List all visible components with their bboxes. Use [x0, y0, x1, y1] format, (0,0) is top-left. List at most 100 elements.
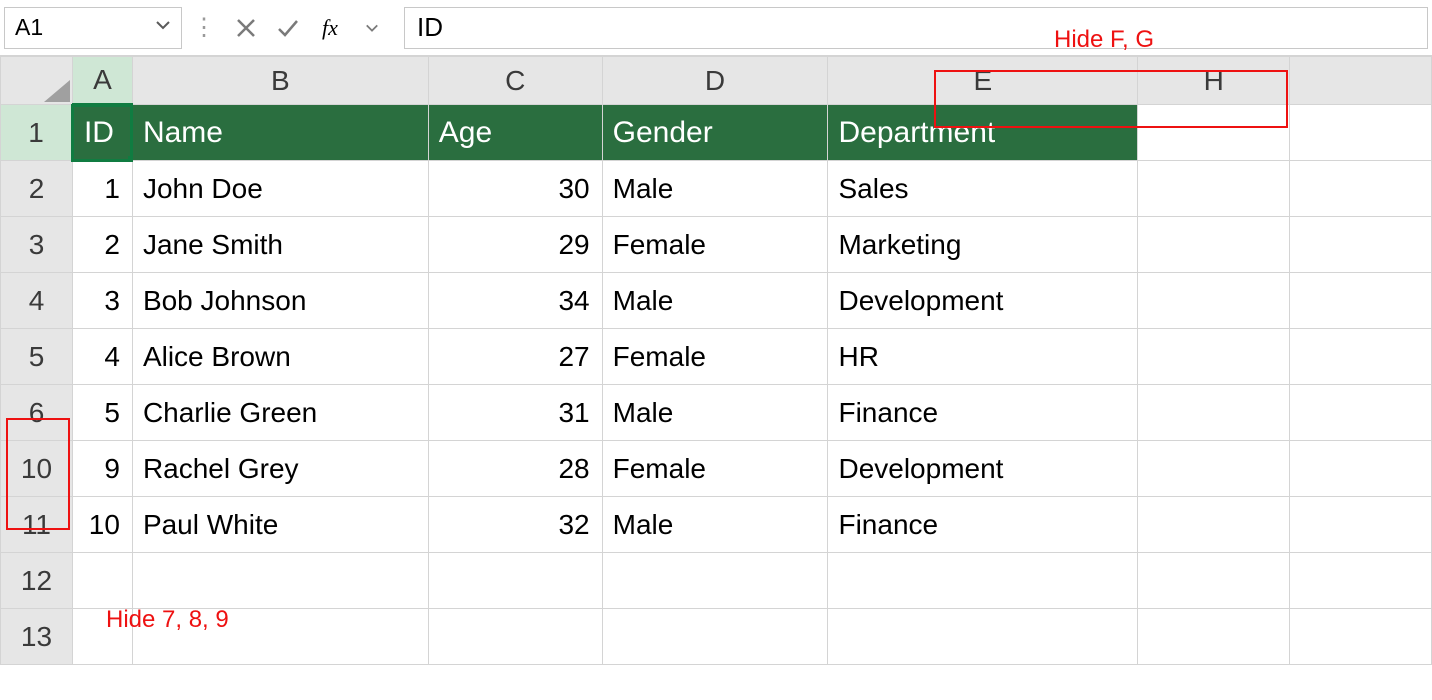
- cell[interactable]: [1138, 441, 1290, 497]
- cell[interactable]: 31: [428, 385, 602, 441]
- cell[interactable]: [72, 553, 132, 609]
- enter-icon[interactable]: [274, 14, 302, 42]
- cell[interactable]: 27: [428, 329, 602, 385]
- cell[interactable]: [1290, 497, 1432, 553]
- cell[interactable]: 10: [72, 497, 132, 553]
- cell[interactable]: Sales: [828, 161, 1138, 217]
- cell[interactable]: 29: [428, 217, 602, 273]
- cell[interactable]: HR: [828, 329, 1138, 385]
- col-header-D[interactable]: D: [602, 57, 828, 105]
- row-header-12[interactable]: 12: [1, 553, 73, 609]
- table-row: 11 10 Paul White 32 Male Finance: [1, 497, 1432, 553]
- cell[interactable]: [1290, 385, 1432, 441]
- cell[interactable]: 9: [72, 441, 132, 497]
- annotation-hide-cols: Hide F, G: [1054, 26, 1154, 54]
- cell[interactable]: [1290, 441, 1432, 497]
- cell[interactable]: [1138, 217, 1290, 273]
- cell[interactable]: 30: [428, 161, 602, 217]
- cell[interactable]: Finance: [828, 497, 1138, 553]
- formula-bar: A1 ⋮ fx ID: [0, 0, 1432, 56]
- cell-A1[interactable]: ID: [72, 105, 132, 161]
- cell[interactable]: [1138, 497, 1290, 553]
- row-header-1[interactable]: 1: [1, 105, 73, 161]
- cell[interactable]: 2: [72, 217, 132, 273]
- grid-table[interactable]: A B C D E H 1 ID Name Age Gender Departm…: [0, 56, 1432, 665]
- row-header-2[interactable]: 2: [1, 161, 73, 217]
- cell[interactable]: [1290, 217, 1432, 273]
- cell[interactable]: 3: [72, 273, 132, 329]
- cell[interactable]: Charlie Green: [132, 385, 428, 441]
- col-header-A[interactable]: A: [72, 57, 132, 105]
- cell[interactable]: [428, 553, 602, 609]
- chevron-down-icon[interactable]: [358, 14, 386, 42]
- cell[interactable]: [1138, 609, 1290, 665]
- cell[interactable]: [428, 609, 602, 665]
- table-row: 10 9 Rachel Grey 28 Female Development: [1, 441, 1432, 497]
- cell[interactable]: 5: [72, 385, 132, 441]
- cell[interactable]: Development: [828, 441, 1138, 497]
- cell[interactable]: [1290, 161, 1432, 217]
- cell[interactable]: [132, 553, 428, 609]
- cell[interactable]: 4: [72, 329, 132, 385]
- formula-input[interactable]: ID: [404, 7, 1428, 49]
- cell[interactable]: John Doe: [132, 161, 428, 217]
- cell[interactable]: Female: [602, 329, 828, 385]
- cell-B1[interactable]: Name: [132, 105, 428, 161]
- cell[interactable]: Bob Johnson: [132, 273, 428, 329]
- cell-D1[interactable]: Gender: [602, 105, 828, 161]
- col-header-blank[interactable]: [1290, 57, 1432, 105]
- cell[interactable]: Male: [602, 497, 828, 553]
- cell[interactable]: 32: [428, 497, 602, 553]
- cell[interactable]: Female: [602, 441, 828, 497]
- cell[interactable]: [1138, 161, 1290, 217]
- row-header-3[interactable]: 3: [1, 217, 73, 273]
- col-header-C[interactable]: C: [428, 57, 602, 105]
- cell[interactable]: Paul White: [132, 497, 428, 553]
- spreadsheet-grid: A B C D E H 1 ID Name Age Gender Departm…: [0, 56, 1432, 665]
- cell[interactable]: [1290, 329, 1432, 385]
- cell[interactable]: Jane Smith: [132, 217, 428, 273]
- separator-icon: ⋮: [186, 13, 222, 42]
- cell-blank[interactable]: [1290, 105, 1432, 161]
- cell[interactable]: Marketing: [828, 217, 1138, 273]
- cell[interactable]: [1290, 553, 1432, 609]
- cancel-icon[interactable]: [232, 14, 260, 42]
- table-row: 5 4 Alice Brown 27 Female HR: [1, 329, 1432, 385]
- cell[interactable]: Finance: [828, 385, 1138, 441]
- cell[interactable]: [1138, 553, 1290, 609]
- cell[interactable]: [1290, 609, 1432, 665]
- col-header-B[interactable]: B: [132, 57, 428, 105]
- cell[interactable]: [828, 609, 1138, 665]
- cell[interactable]: 34: [428, 273, 602, 329]
- cell[interactable]: Alice Brown: [132, 329, 428, 385]
- cell[interactable]: Male: [602, 273, 828, 329]
- cell[interactable]: [828, 553, 1138, 609]
- table-row: 4 3 Bob Johnson 34 Male Development: [1, 273, 1432, 329]
- annotation-box-cols: [934, 70, 1288, 128]
- cell[interactable]: Rachel Grey: [132, 441, 428, 497]
- formula-input-value: ID: [417, 12, 443, 43]
- cell[interactable]: [1138, 273, 1290, 329]
- fill-handle[interactable]: [128, 156, 133, 161]
- cell[interactable]: [1290, 273, 1432, 329]
- name-box[interactable]: A1: [4, 7, 182, 49]
- cell[interactable]: Male: [602, 161, 828, 217]
- cell[interactable]: Male: [602, 385, 828, 441]
- cell[interactable]: [1138, 329, 1290, 385]
- cell[interactable]: 28: [428, 441, 602, 497]
- row-header-13[interactable]: 13: [1, 609, 73, 665]
- cell[interactable]: Development: [828, 273, 1138, 329]
- insert-function-icon[interactable]: fx: [316, 14, 344, 42]
- cell[interactable]: [1138, 385, 1290, 441]
- cell[interactable]: Female: [602, 217, 828, 273]
- cell-C1[interactable]: Age: [428, 105, 602, 161]
- cell[interactable]: [602, 553, 828, 609]
- cell[interactable]: [602, 609, 828, 665]
- name-box-value: A1: [15, 14, 43, 41]
- row-header-5[interactable]: 5: [1, 329, 73, 385]
- select-all-corner[interactable]: [1, 57, 73, 105]
- cell[interactable]: 1: [72, 161, 132, 217]
- row-header-4[interactable]: 4: [1, 273, 73, 329]
- chevron-down-icon[interactable]: [155, 17, 171, 38]
- table-row: 6 5 Charlie Green 31 Male Finance: [1, 385, 1432, 441]
